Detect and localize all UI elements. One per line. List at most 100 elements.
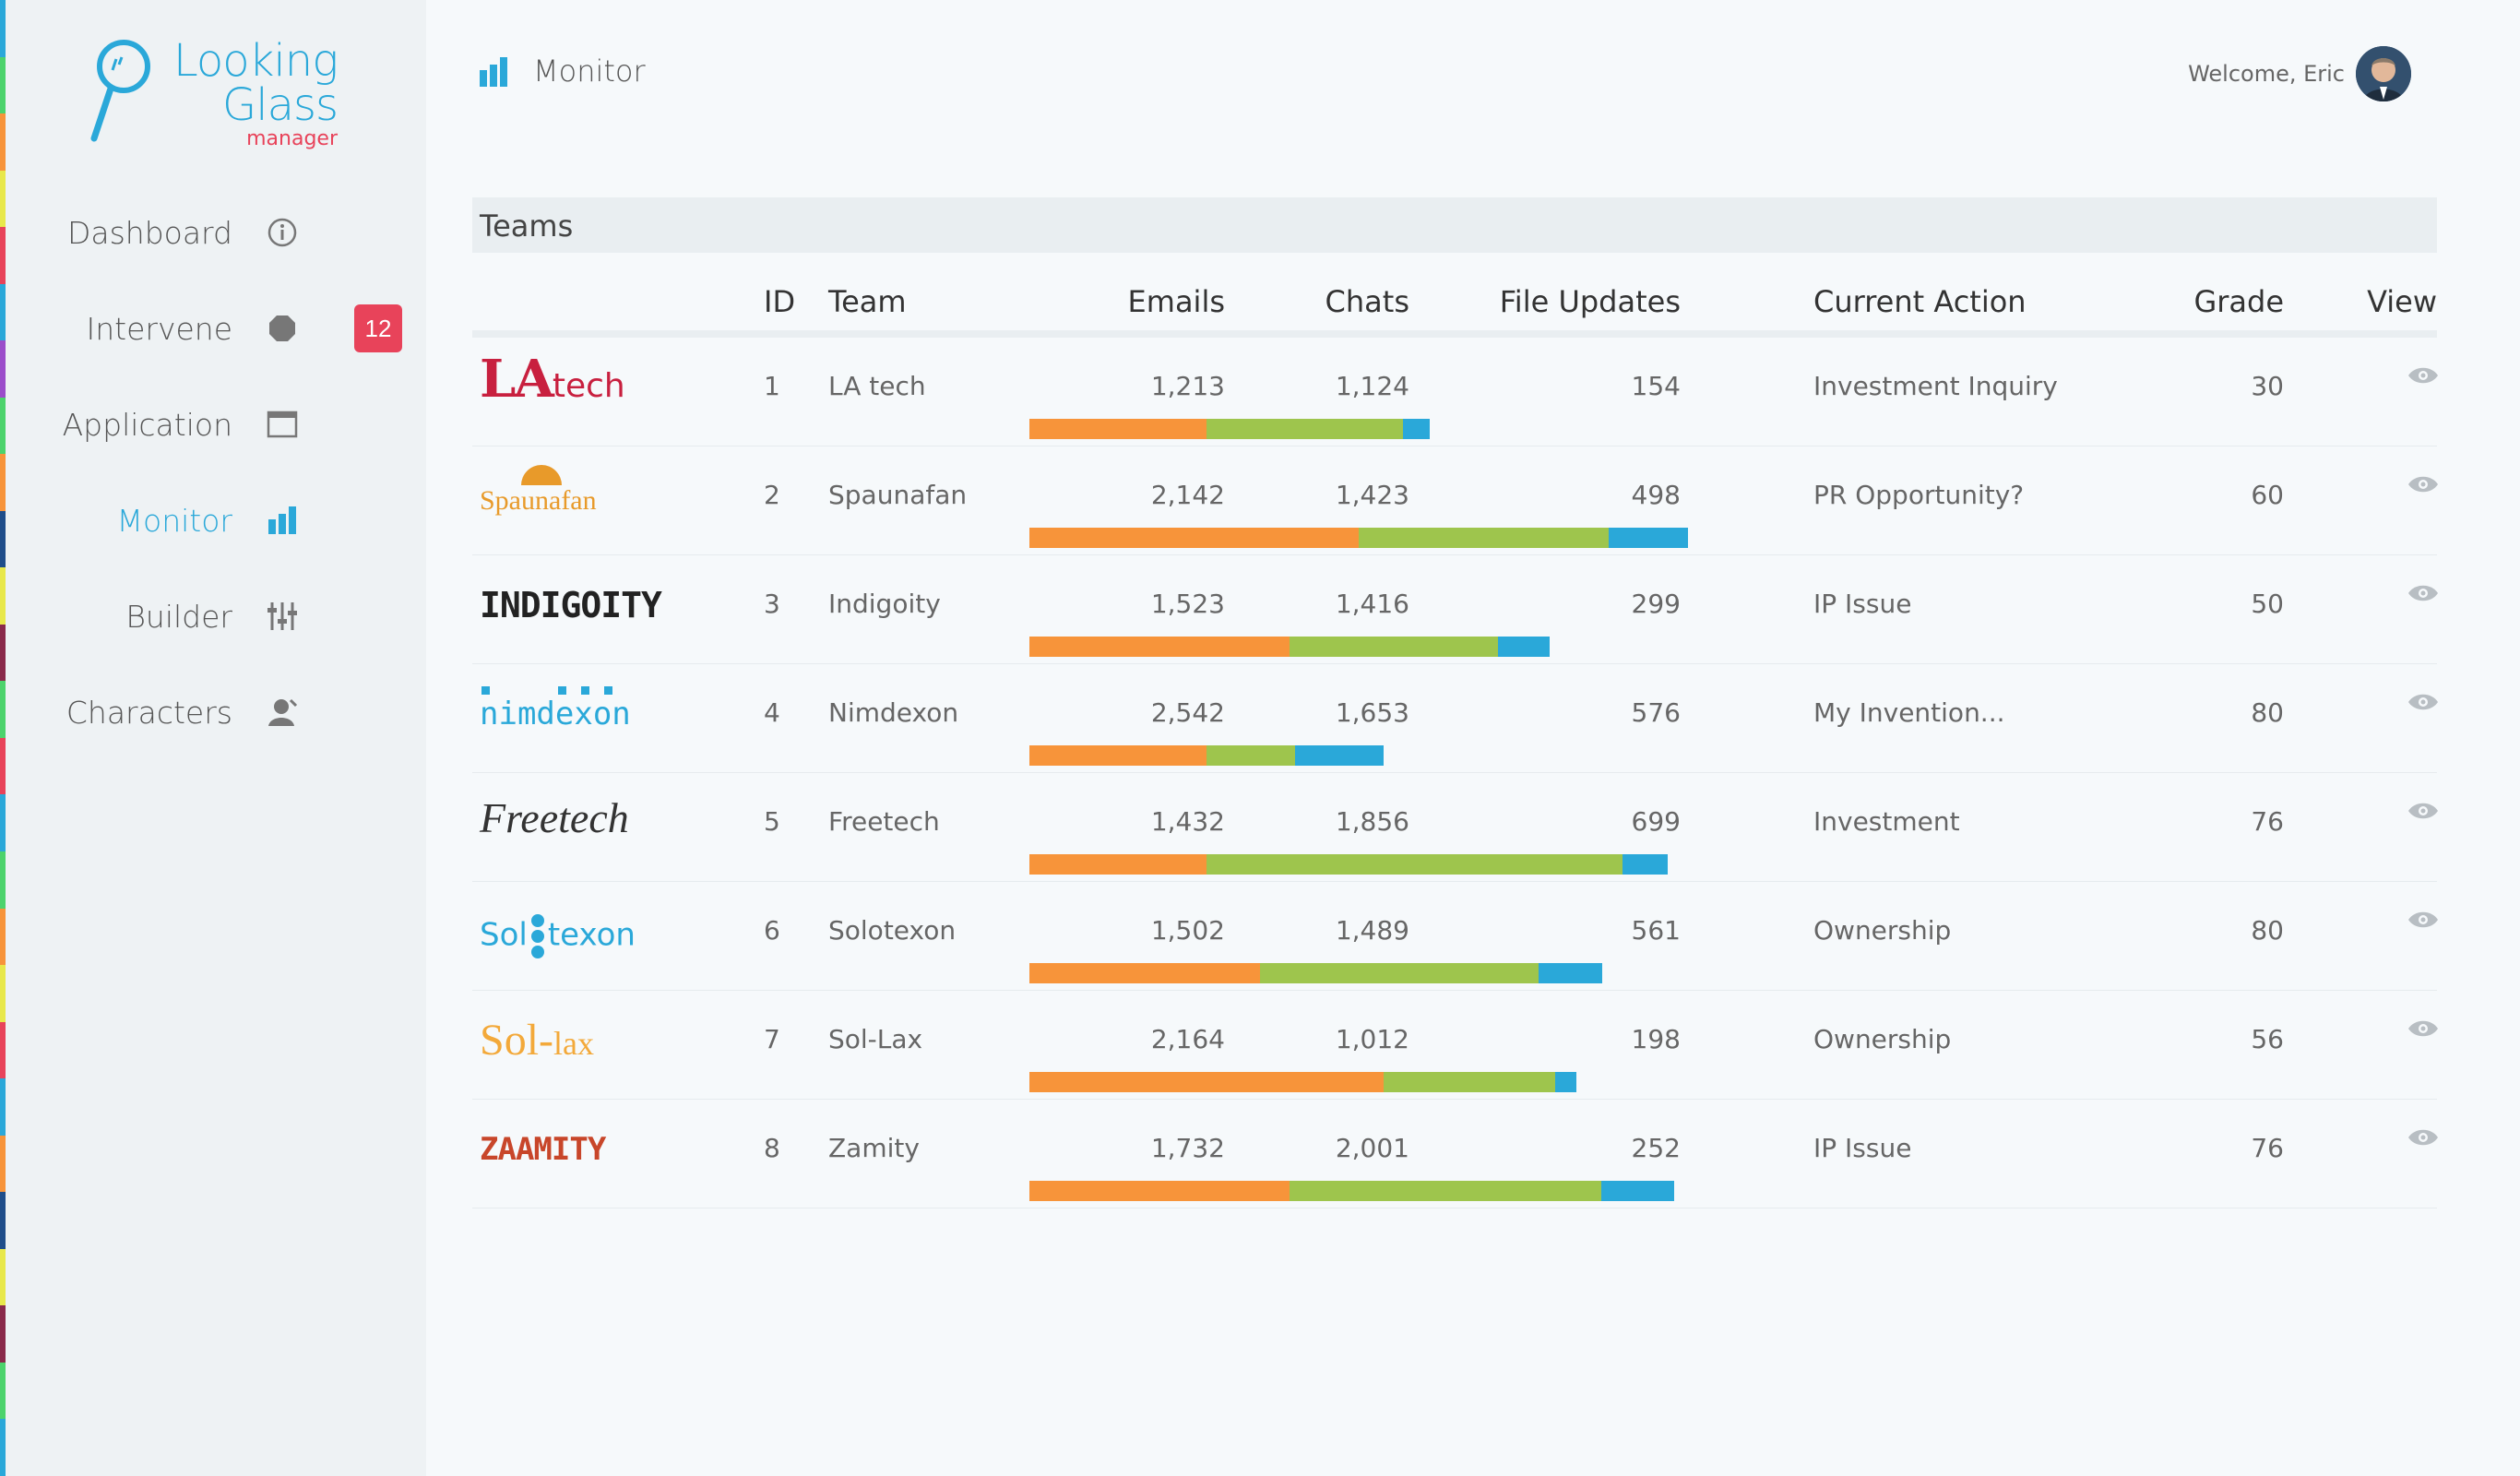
activity-bar bbox=[1029, 745, 1384, 766]
sun-logo-icon bbox=[521, 465, 562, 485]
view-eye-icon[interactable] bbox=[2407, 1127, 2439, 1152]
chats-segment bbox=[1359, 528, 1609, 548]
table-row[interactable]: Sol-lax 7 Sol-Lax 2,164 1,012 198 Owners… bbox=[472, 991, 2439, 1100]
sidebar-item-characters[interactable]: Characters bbox=[6, 664, 426, 760]
column-header-team[interactable]: Team bbox=[828, 284, 907, 319]
file-updates-count: 498 bbox=[1631, 480, 1681, 510]
view-eye-icon[interactable] bbox=[2407, 910, 2439, 934]
notification-badge: 12 bbox=[354, 304, 402, 352]
logo-text-la: LAtech bbox=[480, 349, 625, 410]
column-header-current-action[interactable]: Current Action bbox=[1813, 284, 2027, 319]
page-title: Monitor bbox=[533, 54, 646, 89]
emails-segment bbox=[1029, 1181, 1290, 1201]
sidebar-item-label: Application bbox=[62, 406, 232, 443]
chats-segment bbox=[1290, 1181, 1601, 1201]
team-name: Sol-Lax bbox=[828, 1024, 923, 1054]
team-name: Indigoity bbox=[828, 589, 941, 619]
file-updates-segment bbox=[1555, 1072, 1576, 1092]
emails-count: 2,164 bbox=[1150, 1024, 1225, 1054]
team-logo: Sol-lax bbox=[480, 1007, 683, 1081]
emails-segment bbox=[1029, 419, 1207, 439]
view-eye-icon[interactable] bbox=[2407, 692, 2439, 717]
team-logo: nimdexon bbox=[480, 681, 683, 755]
app-logo[interactable]: Looking Glass manager bbox=[79, 37, 356, 157]
sidebar-item-builder[interactable]: Builder bbox=[6, 568, 426, 664]
emails-count: 1,432 bbox=[1150, 806, 1225, 837]
sidebar-item-application[interactable]: Application bbox=[6, 376, 426, 472]
bar-chart-icon bbox=[266, 504, 299, 537]
chats-count: 1,653 bbox=[1335, 697, 1409, 728]
chats-count: 1,856 bbox=[1335, 806, 1409, 837]
color-strip bbox=[0, 0, 6, 1476]
team-name: LA tech bbox=[828, 371, 926, 401]
chats-count: 1,124 bbox=[1335, 371, 1409, 401]
table-row[interactable]: Freetech 5 Freetech 1,432 1,856 699 Inve… bbox=[472, 773, 2439, 882]
chats-segment bbox=[1290, 637, 1498, 657]
file-updates-segment bbox=[1539, 963, 1602, 983]
table-row[interactable]: Sol texon 6 Solotexon 1,502 1,489 561 Own… bbox=[472, 882, 2439, 991]
column-header-id[interactable]: ID bbox=[764, 284, 796, 319]
file-updates-count: 561 bbox=[1631, 915, 1681, 946]
teams-table: LAtech 1 LA tech 1,213 1,124 154 Investm… bbox=[472, 338, 2439, 1208]
view-eye-icon[interactable] bbox=[2407, 1018, 2439, 1043]
sidebar-item-monitor[interactable]: Monitor bbox=[6, 472, 426, 568]
grade-value: 76 bbox=[2251, 1133, 2284, 1163]
team-id: 6 bbox=[764, 915, 780, 946]
activity-bar bbox=[1029, 1072, 1576, 1092]
view-eye-icon[interactable] bbox=[2407, 365, 2439, 390]
chats-segment bbox=[1207, 745, 1295, 766]
current-action: Ownership bbox=[1813, 915, 1952, 946]
panel-title: Teams bbox=[480, 208, 574, 244]
table-row[interactable]: LAtech 1 LA tech 1,213 1,124 154 Investm… bbox=[472, 338, 2439, 446]
team-id: 3 bbox=[764, 589, 780, 619]
table-row[interactable]: ZAAMITY 8 Zamity 1,732 2,001 252 IP Issu… bbox=[472, 1100, 2439, 1208]
current-action: IP Issue bbox=[1813, 1133, 1912, 1163]
emails-segment bbox=[1029, 963, 1260, 983]
sidebar-item-dashboard[interactable]: Dashboard bbox=[6, 184, 426, 280]
sidebar: Looking Glass manager Dashboard Interven… bbox=[6, 0, 426, 1476]
activity-bar bbox=[1029, 637, 1550, 657]
file-updates-count: 576 bbox=[1631, 697, 1681, 728]
team-name: Zamity bbox=[828, 1133, 920, 1163]
table-row[interactable]: Spaunafan 2 Spaunafan 2,142 1,423 498 PR… bbox=[472, 446, 2439, 555]
view-eye-icon[interactable] bbox=[2407, 474, 2439, 499]
magnifier-icon bbox=[90, 40, 150, 142]
sliders-icon bbox=[266, 600, 299, 633]
column-header-file-updates[interactable]: File Updates bbox=[1499, 284, 1681, 319]
chats-count: 2,001 bbox=[1335, 1133, 1409, 1163]
sidebar-item-label: Intervene bbox=[86, 310, 232, 347]
sidebar-item-intervene[interactable]: Intervene 12 bbox=[6, 280, 426, 376]
chats-segment bbox=[1384, 1072, 1555, 1092]
emails-segment bbox=[1029, 745, 1207, 766]
logo-text-solotexon: Sol texon bbox=[480, 913, 636, 959]
file-updates-count: 252 bbox=[1631, 1133, 1681, 1163]
table-row[interactable]: INDIGOITY 3 Indigoity 1,523 1,416 299 IP… bbox=[472, 555, 2439, 664]
file-updates-segment bbox=[1295, 745, 1384, 766]
view-eye-icon[interactable] bbox=[2407, 583, 2439, 608]
sidebar-item-label: Characters bbox=[65, 694, 232, 731]
header-divider bbox=[472, 330, 2437, 338]
logo-text-sol-lax: Sol-lax bbox=[480, 1016, 594, 1065]
team-id: 8 bbox=[764, 1133, 780, 1163]
column-header-emails[interactable]: Emails bbox=[1127, 284, 1225, 319]
avatar[interactable] bbox=[2356, 46, 2411, 101]
activity-bar bbox=[1029, 854, 1668, 875]
current-action: PR Opportunity? bbox=[1813, 480, 2025, 510]
chats-count: 1,489 bbox=[1335, 915, 1409, 946]
logo-text-nimdexon: nimdexon bbox=[480, 696, 631, 732]
grade-value: 56 bbox=[2251, 1024, 2284, 1054]
column-header-chats[interactable]: Chats bbox=[1325, 284, 1409, 319]
emails-segment bbox=[1029, 637, 1290, 657]
current-action: My Invention... bbox=[1813, 697, 2005, 728]
column-header-view: View bbox=[2367, 284, 2437, 319]
emails-count: 1,523 bbox=[1150, 589, 1225, 619]
team-id: 5 bbox=[764, 806, 780, 837]
logo-title: Looking Glass bbox=[173, 35, 339, 131]
grade-value: 80 bbox=[2251, 697, 2284, 728]
table-row[interactable]: nimdexon 4 Nimdexon 2,542 1,653 576 My I… bbox=[472, 664, 2439, 773]
team-id: 1 bbox=[764, 371, 780, 401]
column-header-grade[interactable]: Grade bbox=[2193, 284, 2284, 319]
team-logo: ZAAMITY bbox=[480, 1116, 683, 1190]
view-eye-icon[interactable] bbox=[2407, 801, 2439, 826]
emails-count: 2,142 bbox=[1150, 480, 1225, 510]
